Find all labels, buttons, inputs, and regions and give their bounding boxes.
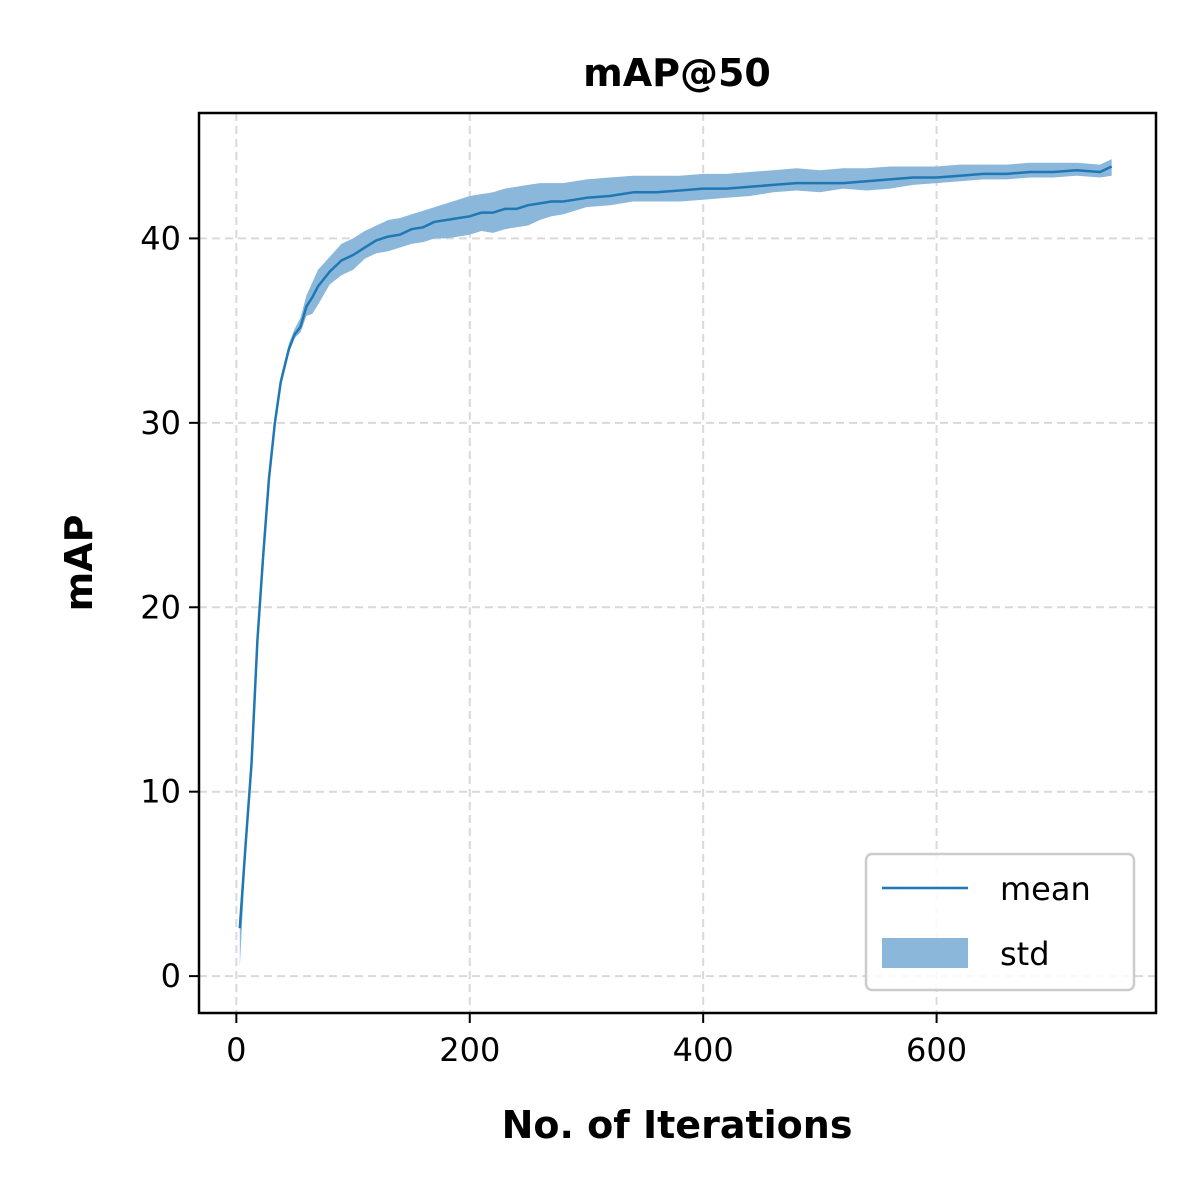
- x-axis-title: No. of Iterations: [502, 1103, 853, 1147]
- chart-title: mAP@50: [583, 51, 771, 95]
- y-tick-label: 20: [140, 588, 181, 626]
- legend-std-swatch: [882, 938, 968, 968]
- x-tick-label: 600: [906, 1031, 967, 1069]
- x-tick-label: 400: [673, 1031, 734, 1069]
- y-tick-label: 30: [140, 404, 181, 442]
- legend-std-label: std: [1000, 935, 1050, 973]
- y-axis-title: mAP: [57, 515, 101, 612]
- mean-line-layer: [238, 165, 1113, 929]
- legend-mean-label: mean: [1000, 870, 1091, 908]
- x-tick-label: 0: [226, 1031, 246, 1069]
- x-tick-label: 200: [439, 1031, 500, 1069]
- mean-line: [238, 165, 1113, 929]
- std-band: [239, 159, 1112, 967]
- std-band-layer: [239, 159, 1112, 967]
- plot-frame: [197, 111, 1158, 1015]
- y-tick-label: 0: [161, 957, 181, 995]
- y-tick-label: 10: [140, 773, 181, 811]
- legend: mean std: [864, 852, 1136, 992]
- y-tick-label: 40: [140, 219, 181, 257]
- axis-ticks: 0 200 400 600 0 10 20 30 40: [140, 219, 967, 1069]
